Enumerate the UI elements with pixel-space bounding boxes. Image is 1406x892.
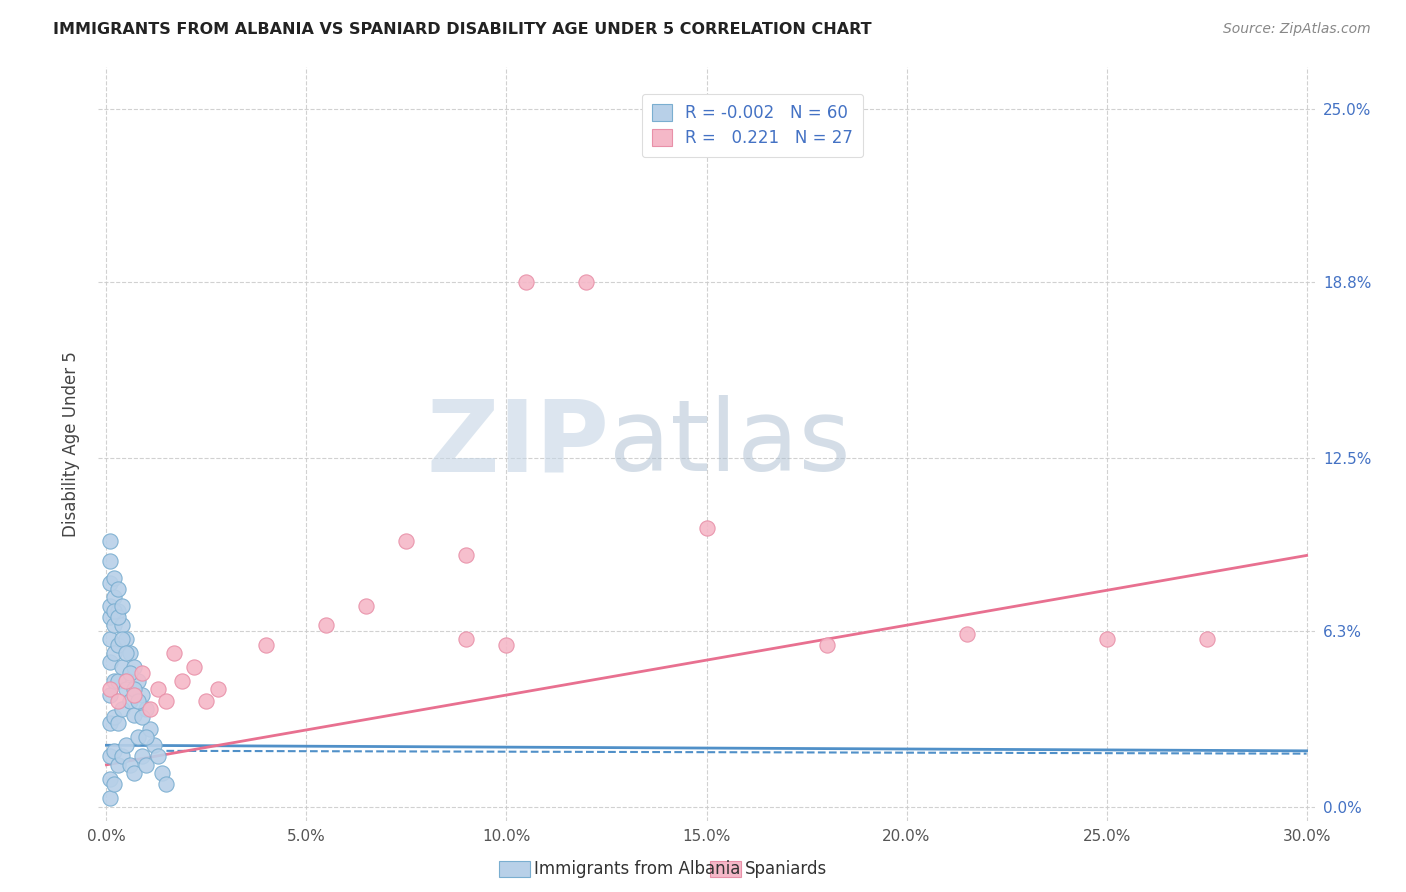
- Point: [127, 674, 149, 689]
- Point: [107, 582, 129, 596]
- Point: [155, 777, 177, 791]
- Point: [120, 665, 142, 680]
- Point: [131, 688, 153, 702]
- Point: [172, 674, 194, 689]
- Point: [120, 646, 142, 660]
- Point: [111, 702, 134, 716]
- Point: [456, 632, 478, 647]
- Point: [127, 730, 149, 744]
- Point: [100, 688, 122, 702]
- Point: [139, 702, 162, 716]
- Point: [115, 646, 138, 660]
- Text: atlas: atlas: [609, 395, 851, 492]
- Point: [120, 693, 142, 707]
- Point: [115, 682, 138, 697]
- Point: [955, 626, 977, 640]
- Text: IMMIGRANTS FROM ALBANIA VS SPANIARD DISABILITY AGE UNDER 5 CORRELATION CHART: IMMIGRANTS FROM ALBANIA VS SPANIARD DISA…: [53, 22, 872, 37]
- Point: [103, 744, 125, 758]
- Point: [135, 730, 157, 744]
- Point: [103, 604, 125, 618]
- Point: [124, 660, 146, 674]
- Point: [107, 604, 129, 618]
- Point: [100, 610, 122, 624]
- Point: [135, 757, 157, 772]
- Text: Spaniards: Spaniards: [745, 860, 827, 878]
- Point: [100, 632, 122, 647]
- Point: [100, 554, 122, 568]
- Point: [148, 682, 170, 697]
- Point: [148, 749, 170, 764]
- Point: [115, 739, 138, 753]
- Point: [111, 660, 134, 674]
- Point: [515, 275, 537, 289]
- Point: [107, 693, 129, 707]
- Point: [127, 693, 149, 707]
- Point: [103, 618, 125, 632]
- Point: [111, 618, 134, 632]
- Point: [103, 646, 125, 660]
- Point: [115, 632, 138, 647]
- Point: [100, 655, 122, 669]
- Point: [207, 682, 229, 697]
- Point: [100, 715, 122, 730]
- Point: [107, 715, 129, 730]
- Point: [115, 674, 138, 689]
- Point: [575, 275, 598, 289]
- Y-axis label: Disability Age Under 5: Disability Age Under 5: [62, 351, 80, 537]
- Point: [100, 599, 122, 613]
- Point: [395, 534, 418, 549]
- Text: Immigrants from Albania: Immigrants from Albania: [534, 860, 741, 878]
- Point: [495, 638, 517, 652]
- Point: [1095, 632, 1118, 647]
- Point: [131, 749, 153, 764]
- Text: ZIP: ZIP: [426, 395, 609, 492]
- Point: [103, 591, 125, 605]
- Point: [195, 693, 218, 707]
- Point: [107, 610, 129, 624]
- Point: [111, 749, 134, 764]
- Point: [456, 549, 478, 563]
- Point: [107, 757, 129, 772]
- Point: [124, 688, 146, 702]
- Point: [131, 665, 153, 680]
- Text: Source: ZipAtlas.com: Source: ZipAtlas.com: [1223, 22, 1371, 37]
- Point: [143, 739, 166, 753]
- Point: [111, 599, 134, 613]
- Point: [103, 710, 125, 724]
- Point: [103, 571, 125, 585]
- Point: [124, 682, 146, 697]
- Point: [152, 766, 174, 780]
- Point: [100, 749, 122, 764]
- Point: [124, 707, 146, 722]
- Point: [163, 646, 186, 660]
- Point: [356, 599, 378, 613]
- Point: [315, 618, 337, 632]
- Point: [135, 702, 157, 716]
- Point: [696, 520, 718, 534]
- Point: [107, 638, 129, 652]
- Legend: R = -0.002   N = 60, R =   0.221   N = 27: R = -0.002 N = 60, R = 0.221 N = 27: [643, 94, 863, 157]
- Point: [139, 722, 162, 736]
- Point: [1195, 632, 1218, 647]
- Point: [256, 638, 278, 652]
- Point: [100, 576, 122, 591]
- Point: [111, 632, 134, 647]
- Point: [100, 682, 122, 697]
- Point: [815, 638, 838, 652]
- Point: [100, 534, 122, 549]
- Point: [103, 777, 125, 791]
- Point: [100, 791, 122, 805]
- Point: [100, 772, 122, 786]
- Point: [103, 674, 125, 689]
- Point: [183, 660, 205, 674]
- Point: [120, 757, 142, 772]
- Point: [107, 674, 129, 689]
- Point: [131, 710, 153, 724]
- Point: [124, 766, 146, 780]
- Point: [155, 693, 177, 707]
